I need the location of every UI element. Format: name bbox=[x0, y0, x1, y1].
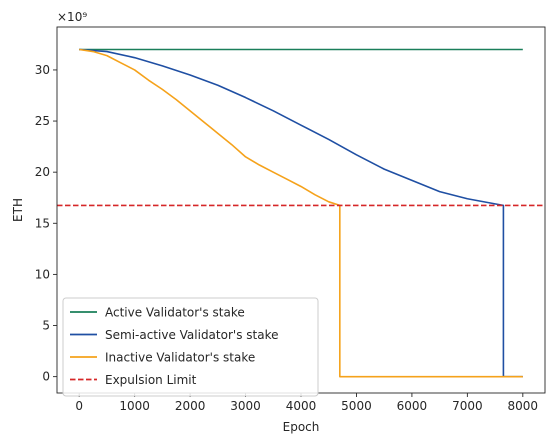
series-layer bbox=[57, 48, 545, 378]
y-tick-label: 30 bbox=[35, 63, 50, 77]
x-tick-label: 3000 bbox=[230, 399, 261, 413]
series-line-3 bbox=[79, 48, 523, 378]
x-tick-label: 7000 bbox=[452, 399, 483, 413]
x-tick-label: 2000 bbox=[175, 399, 206, 413]
x-tick-label: 5000 bbox=[341, 399, 372, 413]
y-axis-multiplier: ×10⁹ bbox=[57, 10, 87, 24]
y-tick-label: 25 bbox=[35, 114, 50, 128]
y-tick-label: 20 bbox=[35, 165, 50, 179]
y-tick-label: 5 bbox=[42, 319, 50, 333]
legend-label: Expulsion Limit bbox=[105, 373, 197, 387]
legend-label: Inactive Validator's stake bbox=[105, 351, 255, 365]
legend-label: Active Validator's stake bbox=[105, 306, 245, 320]
x-tick-label: 8000 bbox=[508, 399, 539, 413]
axes-layer: 0 1000 2000 3000 4000 5000 6000 7000 8000 0 5 10 15 2… bbox=[35, 26, 546, 413]
x-tick-label: 6000 bbox=[397, 399, 428, 413]
legend-label: Semi-active Validator's stake bbox=[105, 328, 278, 342]
x-tick-label: 1000 bbox=[119, 399, 150, 413]
y-tick-label: 10 bbox=[35, 267, 50, 281]
y-tick-label: 0 bbox=[42, 370, 50, 384]
x-tick-label: 0 bbox=[75, 399, 83, 413]
y-axis-label: ETH bbox=[11, 198, 25, 222]
x-axis-label: Epoch bbox=[283, 420, 320, 434]
x-tick-label: 4000 bbox=[286, 399, 317, 413]
y-tick-label: 15 bbox=[35, 216, 50, 230]
series-line-2 bbox=[79, 48, 523, 378]
legend: Active Validator's stake Semi-active Vali… bbox=[62, 297, 319, 397]
legend-box bbox=[62, 297, 319, 397]
